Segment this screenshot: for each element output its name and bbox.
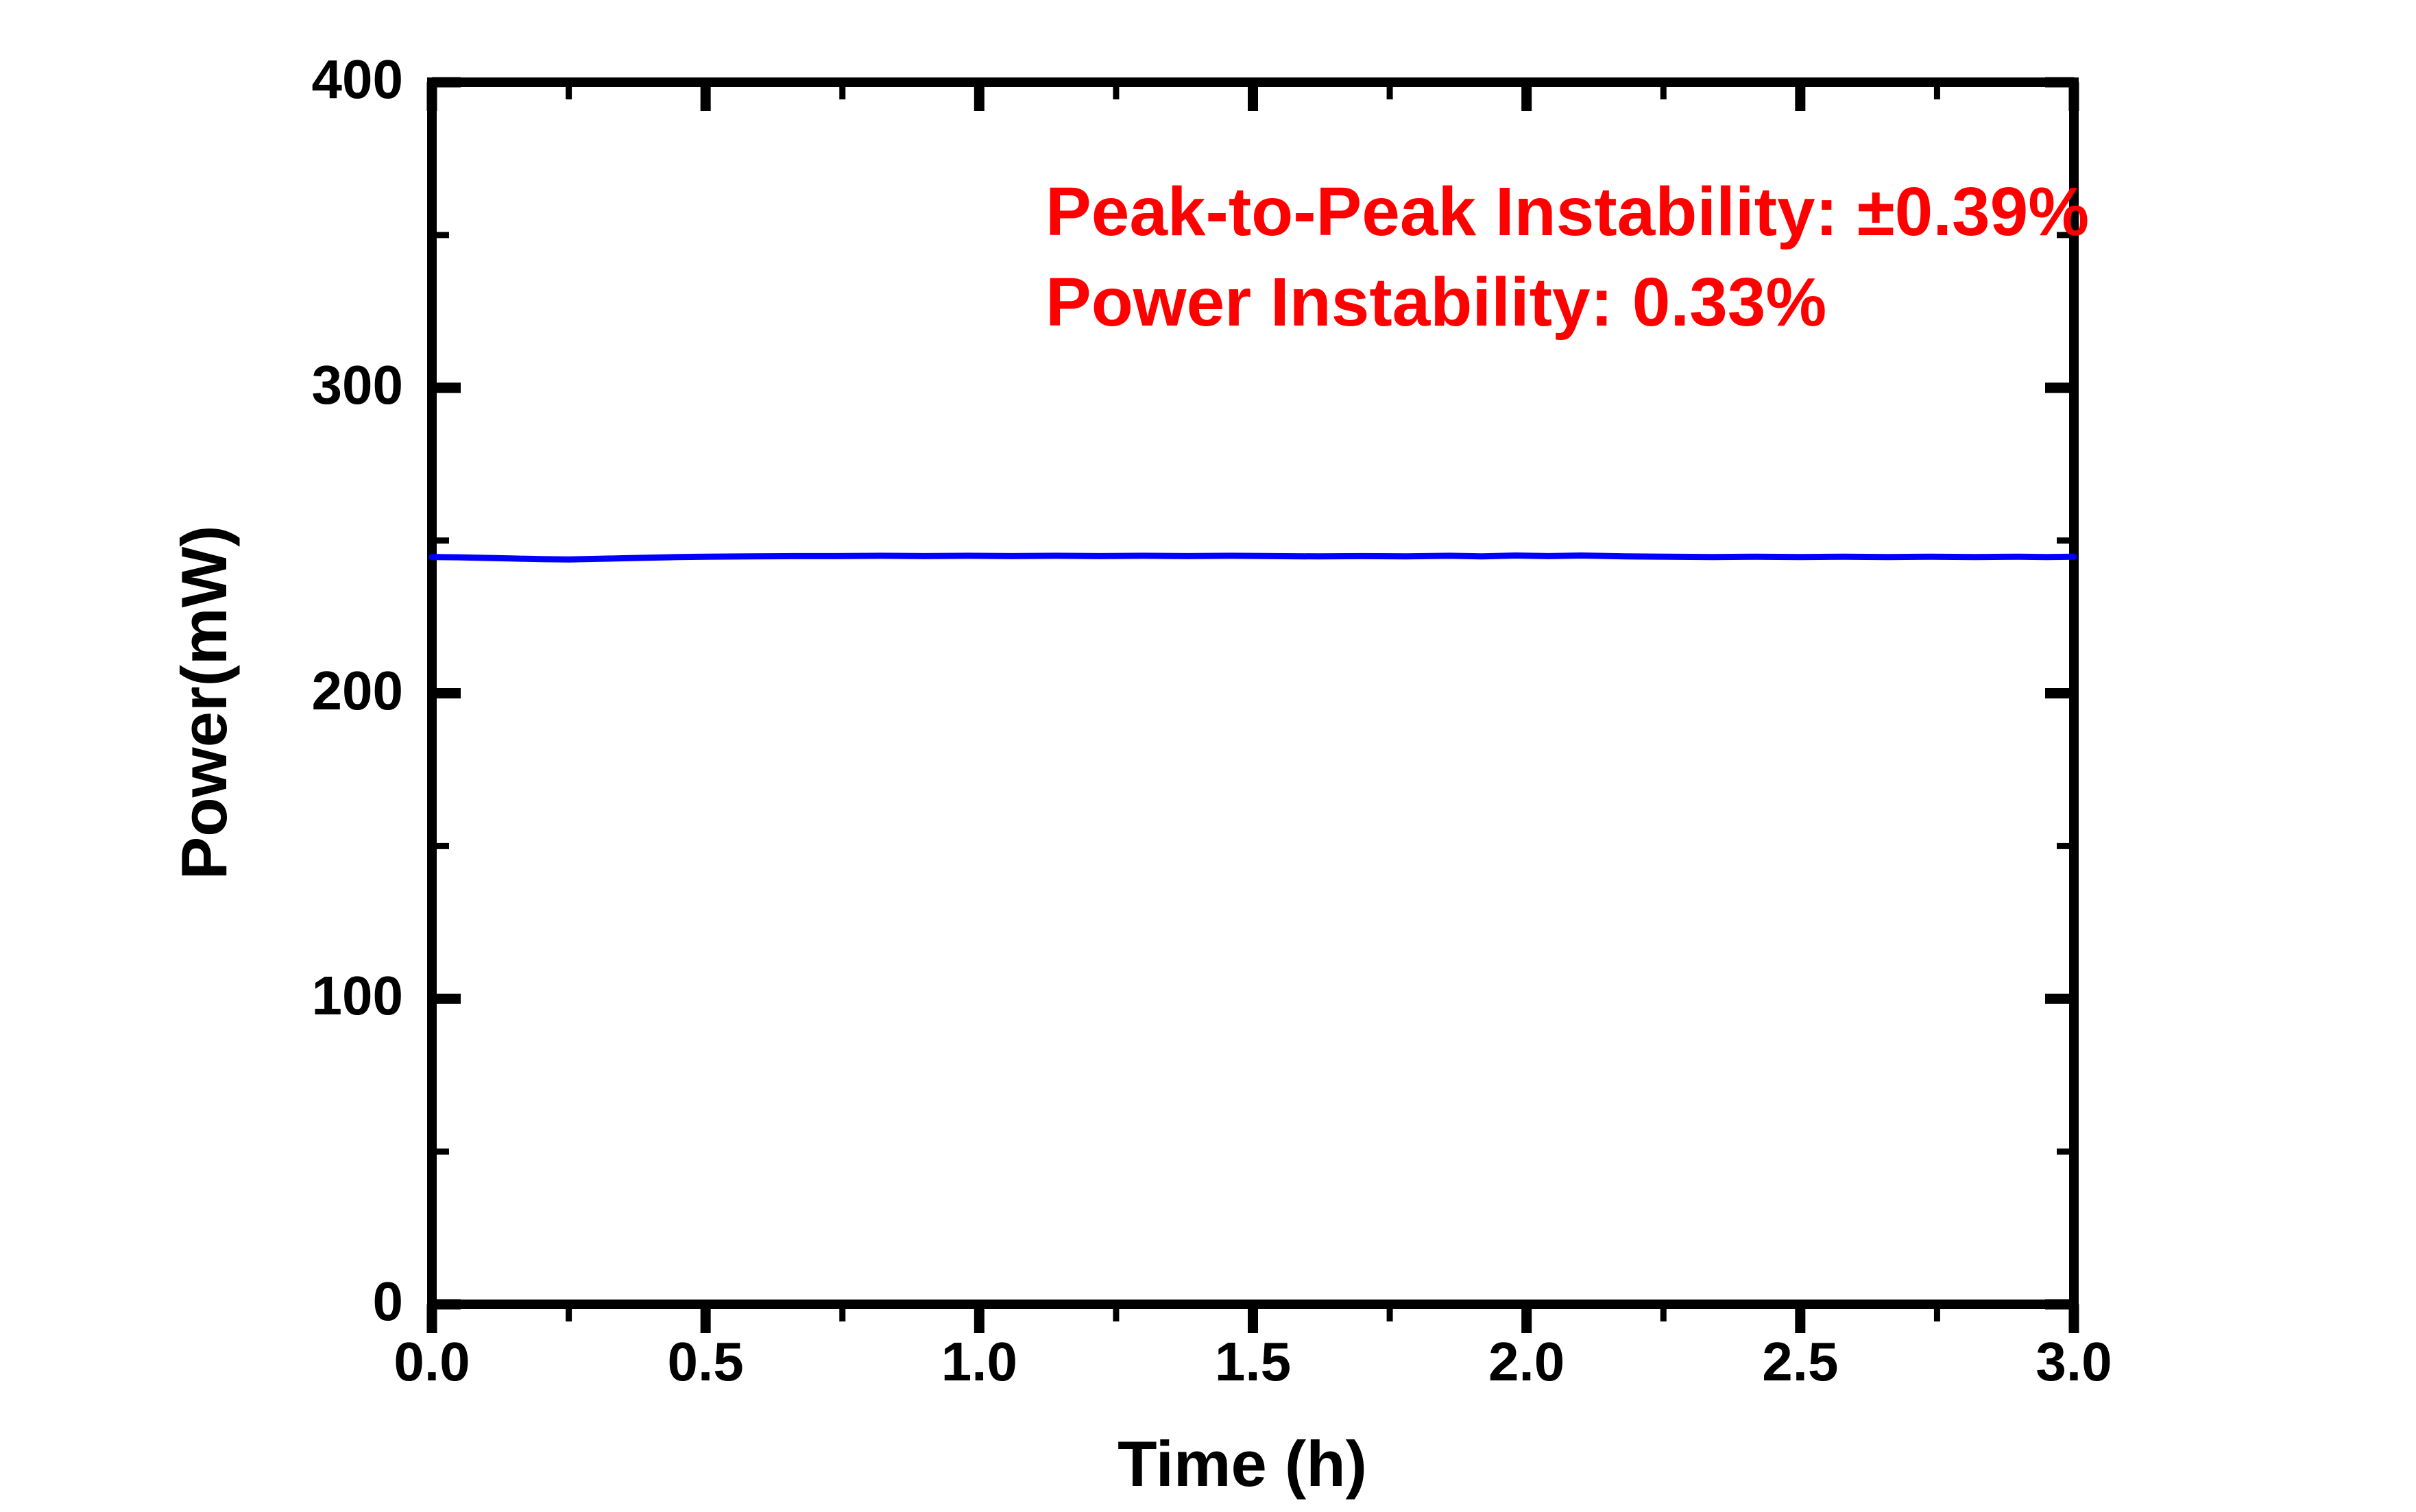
x-tick-label: 0.5 <box>667 1331 744 1392</box>
y-tick-label: 200 <box>311 659 403 721</box>
annotation-line-power-instability: Power Instability: 0.33% <box>1046 264 1827 341</box>
y-tick-label: 400 <box>311 49 403 110</box>
y-tick-label: 100 <box>311 965 403 1027</box>
x-tick-label: 1.0 <box>941 1331 1017 1392</box>
power-trace <box>428 552 2077 563</box>
annotation-line-peak-to-peak: Peak-to-Peak Instability: ±0.39% <box>1046 173 2090 250</box>
y-tick-label: 300 <box>311 354 403 415</box>
instability-annotation: Peak-to-Peak Instability: ±0.39% Power I… <box>1046 167 2089 347</box>
y-tick-label: 0 <box>372 1271 404 1332</box>
x-tick-label: 2.0 <box>1488 1331 1565 1392</box>
x-tick-label: 2.5 <box>1762 1331 1839 1392</box>
x-tick-label: 0.0 <box>394 1331 470 1392</box>
x-tick-label: 1.5 <box>1214 1331 1292 1392</box>
x-axis-title: Time (h) <box>1118 1428 1367 1500</box>
y-axis-title-text: Power(mW) <box>168 525 240 880</box>
x-tick-label: 3.0 <box>2036 1331 2112 1392</box>
